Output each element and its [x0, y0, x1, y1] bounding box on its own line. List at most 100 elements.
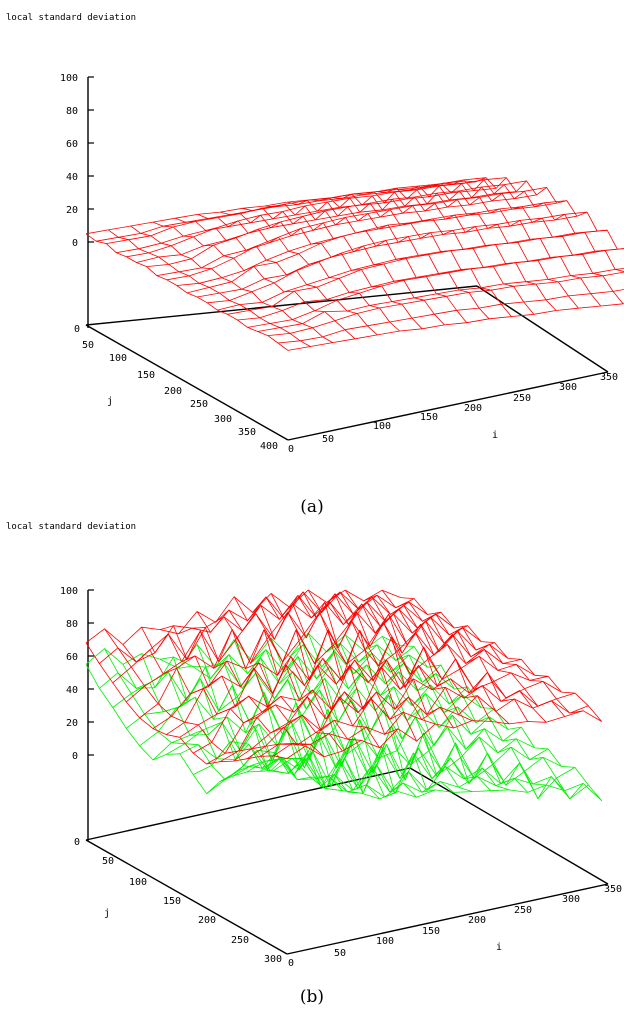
underside-mesh-line — [219, 732, 535, 787]
surface-mesh-line — [166, 187, 547, 281]
surface-mesh-line — [192, 629, 509, 754]
surface-mesh-line — [85, 233, 289, 351]
x-tick-label-a: 50 — [322, 434, 334, 445]
x-tick-label-a: 300 — [559, 382, 577, 393]
surface-mesh-line — [197, 214, 400, 332]
z-tick-label-a: 40 — [66, 172, 78, 183]
surface-mesh-line — [156, 194, 537, 276]
y-tick-label-b: 250 — [231, 935, 249, 946]
underside-mesh-line — [125, 662, 442, 729]
z-tick-label-a: 0 — [72, 238, 78, 249]
surface-mesh-line — [207, 211, 588, 304]
surface-mesh-line — [277, 289, 624, 344]
surface-mesh-line — [85, 589, 401, 645]
y-tick-label-a: 400 — [260, 441, 278, 452]
z-tick-label-b: 100 — [60, 586, 78, 597]
surface-mesh-line — [139, 602, 455, 719]
caption-b: (b) — [300, 987, 324, 1007]
underside-mesh-line — [259, 758, 576, 800]
surface-mesh-line — [400, 597, 603, 722]
surface-mesh-line — [259, 685, 576, 757]
underside-mesh-line — [160, 656, 362, 794]
surface-mesh-line — [106, 177, 487, 244]
surface-mesh-line — [273, 695, 589, 757]
surface-mesh-line — [152, 612, 468, 729]
surface-mesh-line — [85, 180, 466, 235]
base-axes-b — [85, 767, 609, 955]
z-tick-label-b: 0 — [72, 751, 78, 762]
surface-mesh-line — [257, 268, 624, 332]
x-axis-ticks-b: 0 50 100 150 200 250 300 350 i — [288, 884, 622, 969]
surface-mesh-line — [136, 191, 517, 263]
surface-mesh-line — [233, 596, 436, 725]
surface-mesh-line — [381, 589, 584, 714]
z-tick-label-a: 100 — [60, 73, 78, 84]
surface-mesh-line — [152, 221, 356, 340]
x-axis-label-a: i — [492, 430, 498, 441]
surface-mesh-line — [227, 229, 608, 315]
surface-mesh-line — [267, 271, 624, 336]
underside-mesh-line — [166, 693, 482, 755]
z-axis-a: 100 80 60 40 20 0 0 — [60, 73, 94, 335]
y-tick-label-b: 100 — [129, 877, 147, 888]
x-tick-label-b: 300 — [562, 894, 580, 905]
y-axis-ticks-a: 50 100 150 200 250 300 350 400 j — [82, 340, 278, 452]
z-tick-label-a: 20 — [66, 205, 78, 216]
surface-mesh-line — [141, 627, 343, 752]
surface-mesh-line — [233, 658, 549, 762]
x-tick-label-b: 50 — [334, 948, 346, 959]
x-tick-label-b: 150 — [422, 926, 440, 937]
surface-mesh-line — [186, 200, 567, 294]
surface-mesh-line — [96, 181, 476, 242]
z-tick-label-a: 60 — [66, 139, 78, 150]
y-axis-line-a — [85, 324, 289, 441]
x-tick-label-b: 100 — [376, 936, 394, 947]
surface-mesh-line — [116, 188, 497, 254]
underside-mesh-line — [179, 706, 495, 762]
surface-mesh-line — [287, 303, 624, 351]
surface-mesh-line — [112, 593, 428, 684]
underside-mesh-line — [286, 758, 602, 801]
right-edge-b — [409, 767, 609, 885]
surface-mesh-b — [85, 589, 603, 801]
x-tick-label-a: 350 — [600, 372, 618, 383]
surface-mesh-line — [126, 177, 507, 258]
surface-mesh-line — [237, 248, 618, 321]
chart-title-a: local standard deviation — [6, 13, 136, 23]
y-tick-label-a: 350 — [238, 427, 256, 438]
y-axis-label-a: j — [107, 396, 113, 407]
y-axis-ticks-b: 50 100 150 200 250 300 j — [102, 856, 282, 965]
chart-title-b: local standard deviation — [6, 522, 136, 532]
underside-mesh-line — [246, 752, 562, 794]
surface-mesh-line — [166, 613, 482, 735]
y-tick-label-b: 200 — [198, 915, 216, 926]
surface-mesh-line — [252, 596, 454, 729]
x-tick-label-b: 350 — [604, 884, 622, 895]
z-tick-label-b: 60 — [66, 652, 78, 663]
base-zero-label-b: 0 — [74, 837, 80, 848]
surface-mesh-line — [176, 202, 557, 286]
surface-mesh-line — [219, 646, 535, 763]
surface-mesh-line — [159, 625, 362, 741]
y-tick-label-b: 300 — [264, 954, 282, 965]
underside-mesh-line — [193, 714, 509, 775]
underside-mesh-line — [112, 651, 428, 708]
surface-mesh-line — [286, 710, 602, 759]
underside-mesh-line — [273, 757, 589, 800]
x-axis-ticks-a: 0 50 100 150 200 250 300 350 i — [288, 372, 618, 455]
z-tick-label-b: 20 — [66, 718, 78, 729]
back-edge-a — [85, 285, 478, 326]
y-axis-line-b — [85, 839, 288, 955]
surface-mesh-line — [85, 642, 288, 765]
surface-mesh-line — [104, 628, 306, 754]
y-tick-label-a: 200 — [164, 386, 182, 397]
x-axis-line-a — [287, 371, 609, 441]
x-tick-label-a: 0 — [288, 444, 294, 455]
y-axis-label-b: j — [104, 908, 110, 919]
z-axis-b: 100 80 60 40 20 0 0 — [60, 586, 94, 848]
x-tick-label-a: 250 — [513, 393, 531, 404]
underside-mesh-line — [99, 642, 415, 689]
x-axis-line-b — [286, 883, 609, 955]
y-tick-label-a: 250 — [190, 399, 208, 410]
